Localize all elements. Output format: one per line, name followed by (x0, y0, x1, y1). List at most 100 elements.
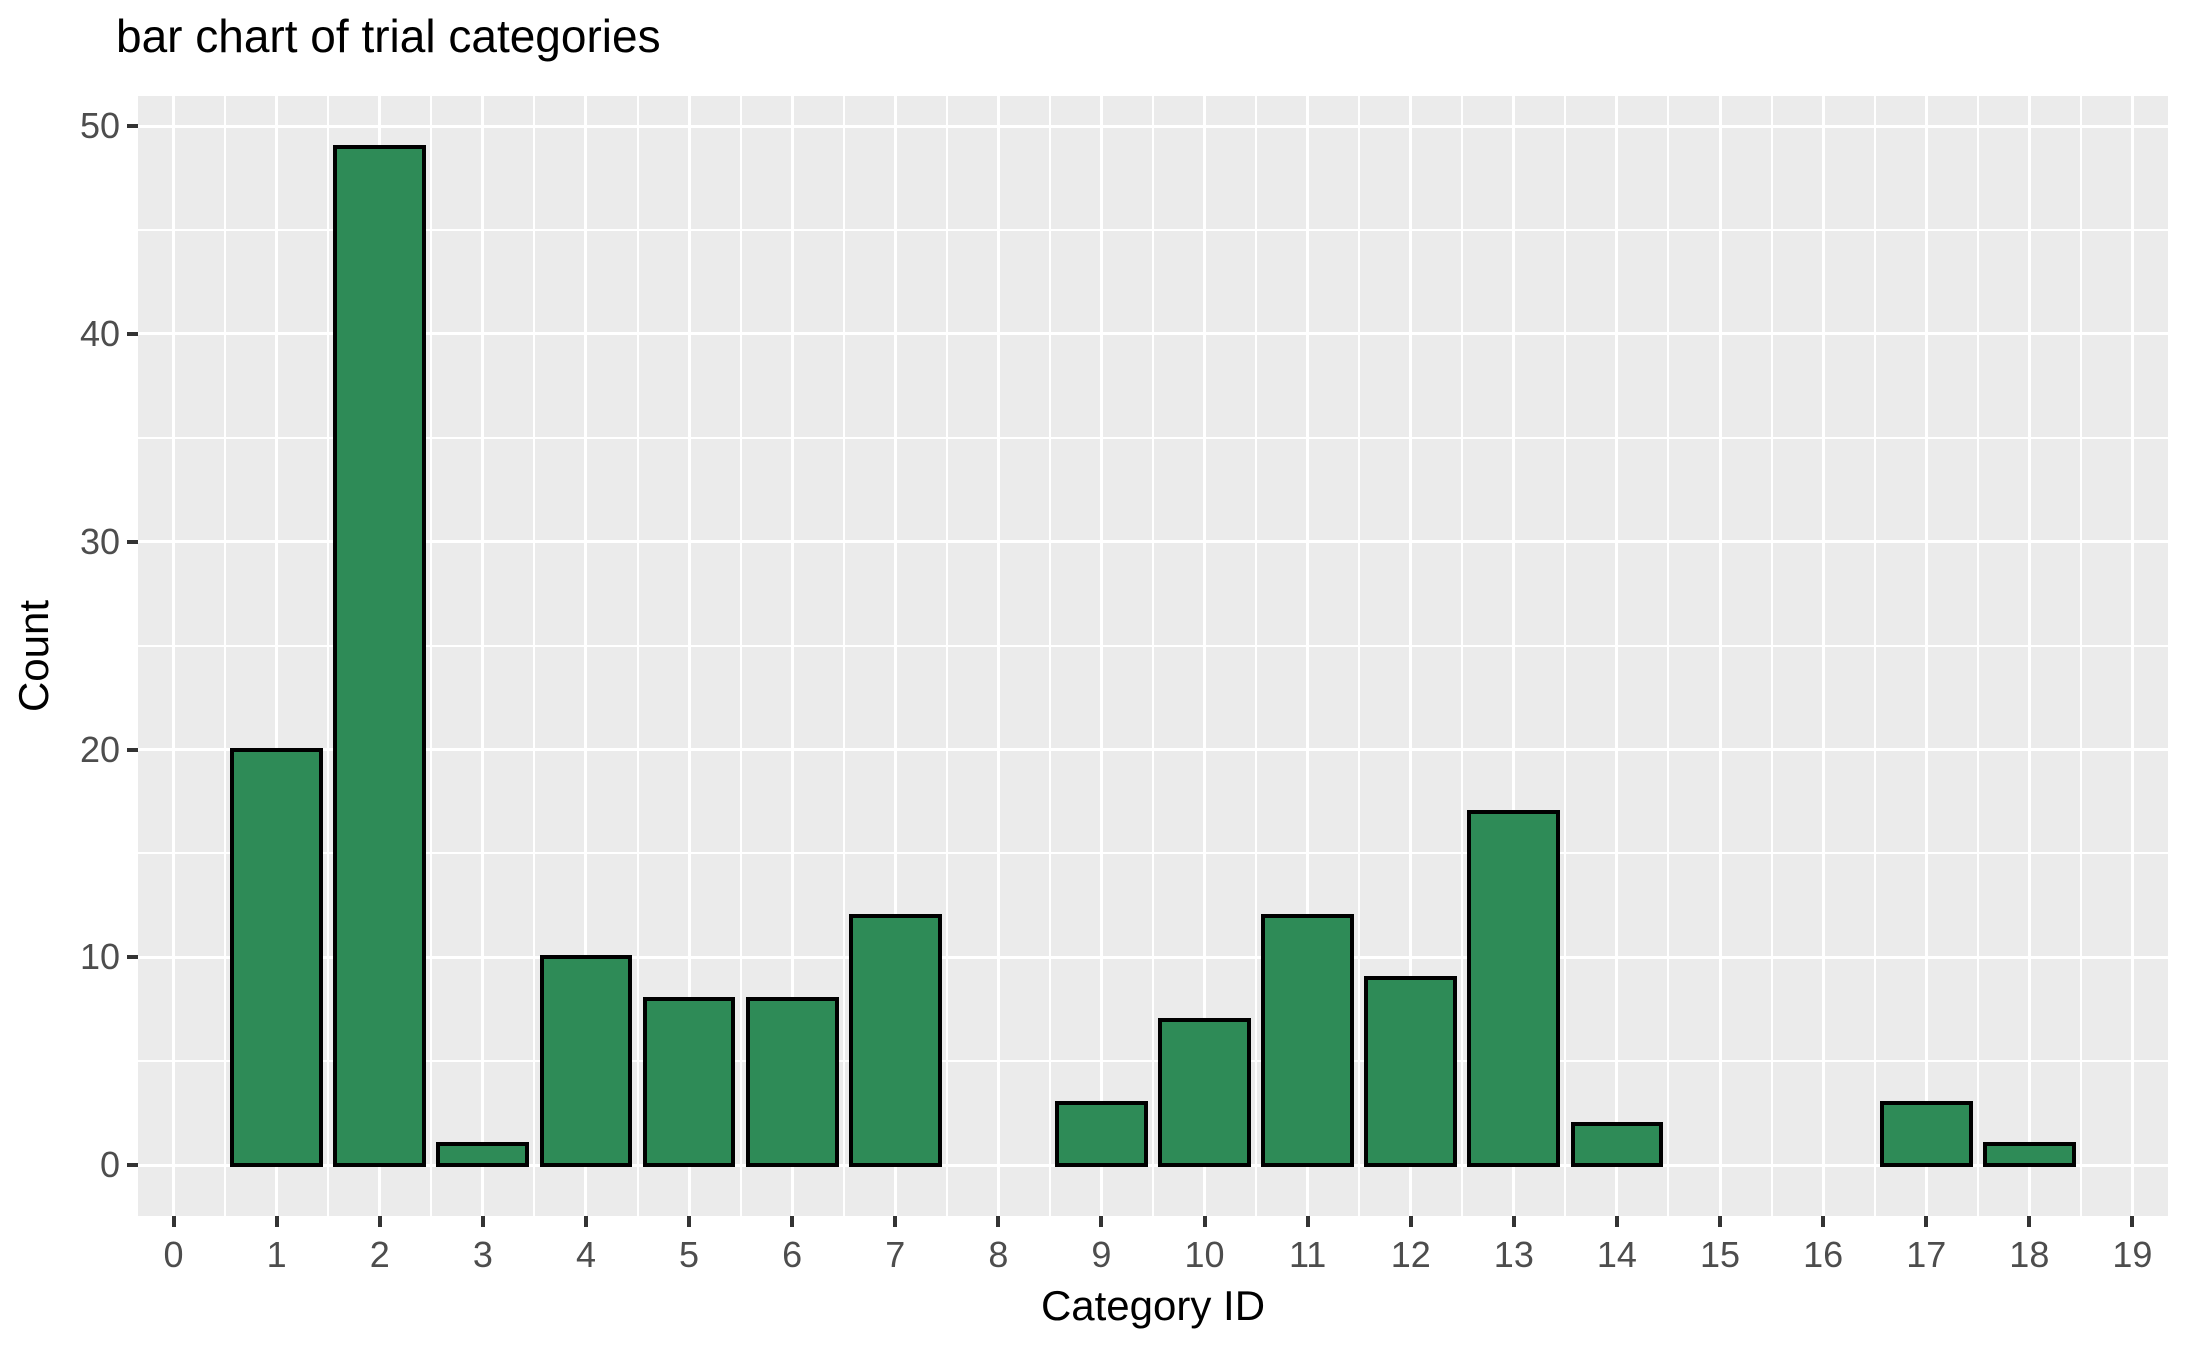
x-tick-mark-6 (790, 1216, 795, 1227)
minor-gridline-x-10.5 (1255, 96, 1258, 1216)
minor-gridline-x-6.5 (842, 96, 845, 1216)
x-tick-mark-13 (1511, 1216, 1516, 1227)
major-gridline-x-0 (172, 96, 176, 1216)
x-tick-mark-17 (1924, 1216, 1929, 1227)
x-tick-label-14: 14 (1596, 1234, 1637, 1275)
major-gridline-y-10 (138, 955, 2168, 959)
plot-title: bar chart of trial categories (116, 10, 661, 62)
major-gridline-x-16 (1821, 96, 1825, 1216)
bar-category-9 (1055, 1100, 1148, 1168)
x-tick-label-8: 8 (988, 1234, 1009, 1275)
y-axis-title: Count (10, 599, 57, 713)
minor-gridline-x-8.5 (1048, 96, 1051, 1216)
x-tick-label-7: 7 (885, 1234, 906, 1275)
major-gridline-x-17 (1924, 96, 1928, 1216)
x-tick-mark-12 (1408, 1216, 1413, 1227)
major-gridline-x-18 (2027, 96, 2031, 1216)
x-tick-mark-7 (893, 1216, 898, 1227)
x-tick-mark-0 (171, 1216, 176, 1227)
y-tick-label-50: 50 (79, 105, 120, 147)
x-tick-mark-1 (274, 1216, 279, 1227)
x-tick-label-12: 12 (1390, 1234, 1431, 1275)
x-tick-mark-15 (1718, 1216, 1723, 1227)
major-gridline-y-40 (138, 332, 2168, 336)
x-tick-mark-19 (2130, 1216, 2135, 1227)
y-tick-mark-0 (127, 1163, 138, 1168)
x-tick-mark-10 (1202, 1216, 1207, 1227)
bar-category-2 (333, 144, 427, 1168)
bar-category-3 (436, 1142, 530, 1168)
minor-gridline-x-3.5 (533, 96, 536, 1216)
x-tick-mark-16 (1821, 1216, 1826, 1227)
major-gridline-x-6 (790, 96, 794, 1216)
y-tick-mark-10 (127, 955, 138, 960)
major-gridline-x-7 (893, 96, 897, 1216)
bar-category-1 (230, 747, 324, 1168)
bar-category-18 (1982, 1142, 2076, 1168)
y-tick-label-20: 20 (79, 728, 120, 770)
major-gridline-y-30 (138, 540, 2168, 544)
major-gridline-x-9 (1099, 96, 1103, 1216)
major-gridline-x-15 (1718, 96, 1722, 1216)
minor-gridline-x-0.5 (224, 96, 227, 1216)
x-tick-label-4: 4 (575, 1234, 596, 1275)
x-tick-label-1: 1 (266, 1234, 287, 1275)
minor-gridline-x-12.5 (1461, 96, 1464, 1216)
x-tick-label-10: 10 (1184, 1234, 1225, 1275)
minor-gridline-x-15.5 (1770, 96, 1773, 1216)
bar-category-12 (1364, 976, 1458, 1168)
major-gridline-y-20 (138, 748, 2168, 751)
bar-category-14 (1570, 1121, 1664, 1168)
major-gridline-y-50 (138, 124, 2168, 128)
major-gridline-x-4 (584, 96, 588, 1216)
minor-gridline-x-9.5 (1152, 96, 1154, 1216)
x-tick-label-18: 18 (2009, 1234, 2050, 1275)
x-tick-mark-4 (583, 1216, 588, 1227)
x-tick-label-5: 5 (679, 1234, 700, 1275)
bar-category-5 (642, 996, 736, 1168)
minor-gridline-x-4.5 (636, 96, 639, 1216)
bar-category-17 (1879, 1100, 1973, 1168)
x-tick-label-11: 11 (1288, 1234, 1327, 1275)
major-gridline-x-12 (1409, 96, 1413, 1216)
x-tick-mark-11 (1305, 1216, 1310, 1227)
x-tick-mark-2 (377, 1216, 382, 1227)
x-tick-label-6: 6 (782, 1234, 803, 1275)
major-gridline-x-3 (481, 96, 485, 1216)
major-gridline-x-14 (1615, 96, 1619, 1216)
y-tick-label-10: 10 (79, 936, 120, 978)
bar-category-11 (1261, 913, 1355, 1168)
x-tick-mark-14 (1614, 1216, 1619, 1227)
y-tick-label-30: 30 (79, 520, 120, 562)
x-tick-mark-3 (480, 1216, 485, 1227)
minor-gridline-x-17.5 (1976, 96, 1979, 1216)
minor-gridline-x-16.5 (1873, 96, 1876, 1216)
x-tick-label-16: 16 (1803, 1234, 1844, 1275)
x-tick-label-13: 13 (1493, 1234, 1534, 1275)
major-gridline-x-19 (2130, 96, 2134, 1216)
bar-category-13 (1467, 809, 1561, 1168)
x-axis-title: Category ID (1040, 1282, 1266, 1329)
bar-category-10 (1158, 1017, 1251, 1168)
x-tick-mark-18 (2027, 1216, 2032, 1227)
x-tick-label-17: 17 (1906, 1234, 1947, 1275)
x-tick-label-19: 19 (2112, 1234, 2153, 1275)
minor-gridline-x-2.5 (430, 96, 433, 1216)
minor-gridline-x-1.5 (327, 96, 330, 1216)
x-tick-label-2: 2 (369, 1234, 390, 1275)
minor-gridline-x-14.5 (1667, 96, 1670, 1216)
major-gridline-x-11 (1306, 96, 1310, 1216)
x-tick-mark-8 (996, 1216, 1001, 1227)
major-gridline-x-1 (275, 96, 279, 1216)
y-tick-mark-20 (127, 747, 138, 752)
major-gridline-x-5 (687, 96, 691, 1216)
major-gridline-x-13 (1512, 96, 1516, 1216)
x-tick-label-15: 15 (1700, 1234, 1741, 1275)
y-tick-mark-30 (127, 539, 138, 544)
bar-category-4 (539, 955, 633, 1168)
x-tick-mark-9 (1099, 1216, 1104, 1227)
minor-gridline-x-5.5 (739, 96, 742, 1216)
bar-category-6 (745, 996, 839, 1168)
major-gridline-x-10 (1203, 96, 1207, 1216)
y-tick-label-0: 0 (99, 1144, 120, 1186)
